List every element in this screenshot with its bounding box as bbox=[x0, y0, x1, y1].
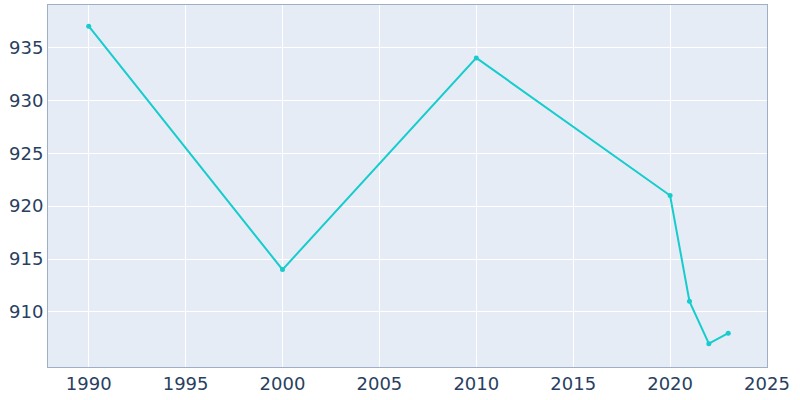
svg-text:1990: 1990 bbox=[66, 373, 112, 394]
svg-text:920: 920 bbox=[9, 195, 43, 216]
svg-text:2010: 2010 bbox=[453, 373, 499, 394]
svg-text:915: 915 bbox=[9, 248, 43, 269]
svg-text:930: 930 bbox=[9, 90, 43, 111]
svg-text:2005: 2005 bbox=[356, 373, 402, 394]
svg-text:925: 925 bbox=[9, 142, 43, 163]
svg-text:935: 935 bbox=[9, 37, 43, 58]
svg-text:910: 910 bbox=[9, 301, 43, 322]
svg-text:2025: 2025 bbox=[744, 373, 790, 394]
svg-text:2000: 2000 bbox=[260, 373, 306, 394]
svg-text:2015: 2015 bbox=[550, 373, 596, 394]
svg-text:1995: 1995 bbox=[163, 373, 209, 394]
svg-text:2020: 2020 bbox=[647, 373, 693, 394]
